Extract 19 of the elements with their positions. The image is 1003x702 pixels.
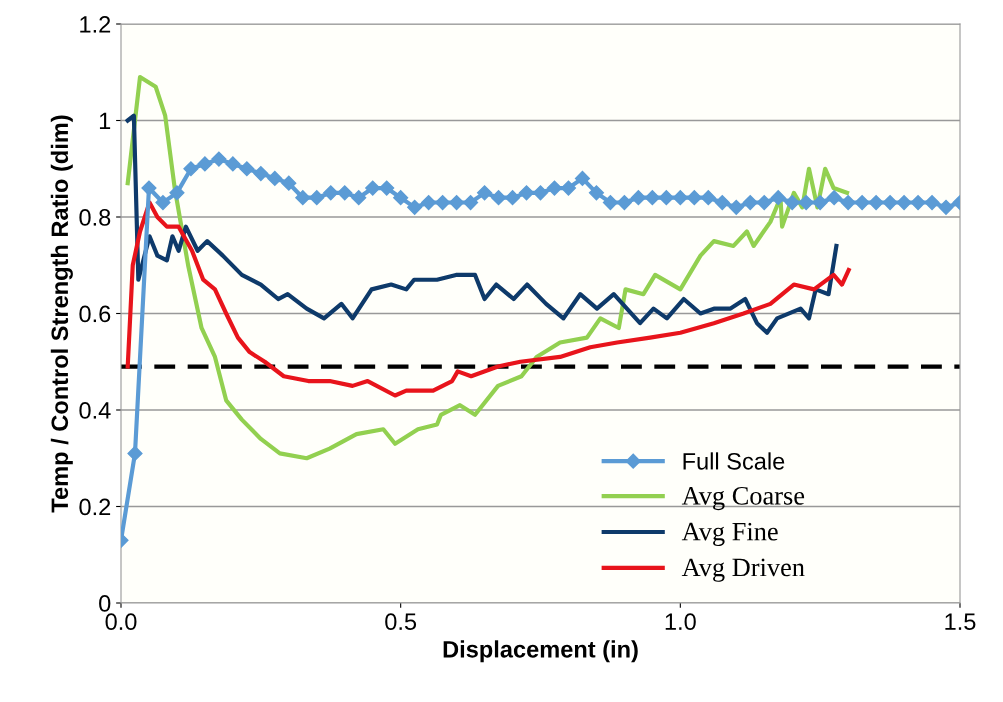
y-tick-label: 0.2	[79, 498, 111, 516]
y-tick-label: 1.2	[80, 16, 111, 33]
x-tick-label: 1.0	[665, 613, 696, 631]
y-tick-label: 1	[99, 112, 111, 130]
legend-label: Avg Coarse	[681, 486, 805, 511]
x-tick-label: 1.5	[945, 613, 976, 631]
line-series	[125, 113, 839, 335]
y-tick-label: 0.6	[79, 305, 111, 323]
legend-label: Full Scale	[683, 452, 785, 470]
x-tick-label: 0.0	[105, 613, 137, 631]
legend-label: Avg Fine	[681, 522, 778, 546]
legend-label: Avg Driven	[681, 558, 805, 582]
x-tick-label: 0.5	[385, 613, 417, 631]
y-tick-label: 0	[99, 595, 111, 612]
y-tick-label: 0.8	[79, 209, 111, 226]
y-tick-label: 0.4	[79, 402, 111, 419]
line-series	[125, 200, 851, 398]
x-axis-title: Displacement (in)	[443, 640, 638, 663]
y-axis-title: Temp / Control Strength Ratio (dim)	[50, 115, 73, 513]
